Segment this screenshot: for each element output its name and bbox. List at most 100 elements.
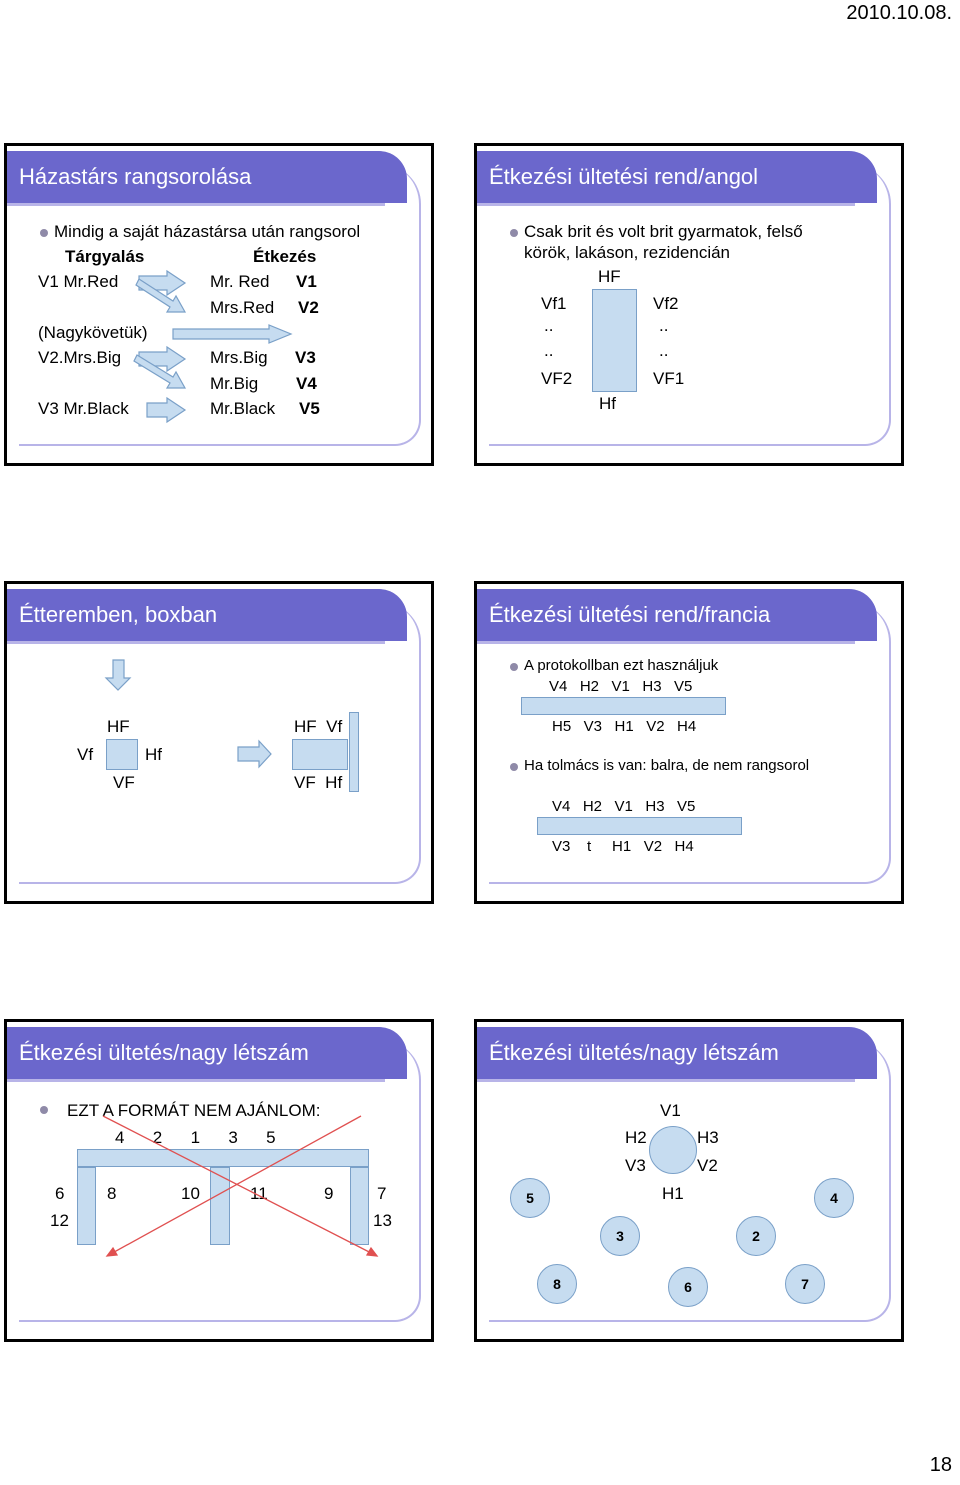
seat-vf-upper: VF <box>113 773 135 792</box>
bullet-text-line-1: Csak brit és volt brit gyarmatok, felső <box>524 222 803 241</box>
arrowhead-icon <box>365 1246 379 1257</box>
dots-right-2: .. <box>659 341 669 360</box>
slide-title: Étkezési ültetési rend/francia <box>489 602 771 627</box>
slide-nagy-letszam-2: Étkezési ültetés/nagy létszám V1 H2 H3 V… <box>474 1019 904 1342</box>
slide-francia: Étkezési ültetési rend/francia A protoko… <box>474 581 904 904</box>
left-row-4: V3 Mr.Black <box>38 399 129 418</box>
seat-9: 9 <box>324 1184 334 1203</box>
left-row-1: V1 Mr.Red <box>38 272 119 291</box>
table-long <box>592 289 637 392</box>
seat-hf-lower: Hf <box>599 394 616 413</box>
cross-out-svg <box>102 1115 379 1257</box>
title-band <box>477 589 877 641</box>
seat-v1: V1 <box>660 1101 681 1120</box>
title-band <box>7 1027 407 1079</box>
seat-vf: Vf <box>77 745 94 764</box>
bullet-text-1: A protokollban ezt használjuk <box>524 657 719 674</box>
bullet-text: Mindig a saját házastársa után rangsorol <box>54 222 361 241</box>
seat-7: 7 <box>377 1184 387 1203</box>
seats-hf-vf: HF Vf <box>294 717 343 736</box>
bullet-icon <box>40 229 48 237</box>
bullet-icon <box>510 663 518 671</box>
title-underline <box>477 1079 855 1082</box>
seat-hf: HF <box>107 717 130 736</box>
bullet-text: EZT A FORMÁT NEM AJÁNLOM: <box>67 1101 321 1120</box>
table-francia-1 <box>521 697 726 715</box>
bullet-icon <box>510 229 518 237</box>
arrow-icon <box>135 278 187 313</box>
title-underline <box>7 203 385 206</box>
right-row-3-rank: V3 <box>295 348 316 367</box>
title-underline <box>7 1079 385 1082</box>
head-table-seats: 4 2 1 3 5 <box>115 1128 276 1147</box>
round-table-main <box>649 1126 697 1174</box>
leg-table-right <box>350 1167 369 1245</box>
slide-hazastars: Házastárs rangsorolása Mindig a saját há… <box>4 143 434 466</box>
dots-right-1: .. <box>659 316 669 335</box>
table-francia-2 <box>537 817 742 835</box>
slide-title: Étkezési ültetés/nagy létszám <box>489 1040 779 1065</box>
box-wall-bar <box>349 712 359 792</box>
seat-row-4: V3 t H1 V2 H4 <box>552 838 694 855</box>
seat-vf2: Vf2 <box>653 294 679 313</box>
title-underline <box>477 641 855 644</box>
title-underline <box>7 641 385 644</box>
seat-h2: H2 <box>625 1128 647 1147</box>
title-band <box>477 151 877 203</box>
box-table-wide <box>292 739 348 770</box>
cross-line <box>106 1115 362 1257</box>
seats-vf-hf: VF Hf <box>294 773 343 792</box>
arrows-svg <box>133 269 293 424</box>
arrow-down-icon <box>104 659 132 691</box>
right-row-1: Mr. Red <box>210 272 270 291</box>
seat-v2: V2 <box>697 1156 718 1175</box>
right-row-2: Mrs.Red <box>210 298 275 317</box>
seat-hf-lower: Hf <box>145 745 162 764</box>
arrow-icon <box>172 324 293 344</box>
round-table-4: 4 <box>814 1178 854 1218</box>
left-row-2: (Nagykövetük) <box>38 323 148 342</box>
seat-row-2: H5 V3 H1 V2 H4 <box>552 718 697 735</box>
round-table-8: 8 <box>537 1264 577 1304</box>
seat-h3: H3 <box>697 1128 719 1147</box>
slide-title: Házastárs rangsorolása <box>19 164 252 189</box>
slide-frame-curve <box>19 1040 421 1322</box>
arrow-icon <box>133 354 187 389</box>
round-table-6: 6 <box>668 1267 708 1307</box>
left-row-3: V2.Mrs.Big <box>38 348 122 367</box>
col-label-etkezes: Étkezés <box>253 247 317 266</box>
title-band <box>7 589 407 641</box>
round-table-2: 2 <box>736 1216 776 1256</box>
right-row-3: Mrs.Big <box>210 348 268 367</box>
seat-vf1-upper: VF1 <box>653 369 685 388</box>
bullet-icon <box>40 1106 48 1114</box>
slide-frame-curve <box>19 602 421 884</box>
arrowhead-icon <box>105 1246 119 1257</box>
slide-boxban: Étteremben, boxban HF Vf Hf VF HF Vf VF … <box>4 581 434 904</box>
seat-h1: H1 <box>662 1184 684 1203</box>
right-row-1-rank: V1 <box>296 272 317 291</box>
slide-frame-curve <box>19 164 421 446</box>
bullet-text-line-2: körök, lakáson, rezidencián <box>524 243 731 262</box>
seat-vf2-upper: VF2 <box>541 369 573 388</box>
round-table-3: 3 <box>600 1216 640 1256</box>
seat-hf: HF <box>598 267 621 286</box>
seat-vf1: Vf1 <box>541 294 567 313</box>
bullet-text-2: Ha tolmács is van: balra, de nem rangsor… <box>524 757 810 774</box>
round-table-7: 7 <box>785 1264 825 1304</box>
dots-left-2: .. <box>544 341 554 360</box>
slide-title: Étkezési ültetés/nagy létszám <box>19 1040 309 1065</box>
leg-table-middle <box>210 1167 230 1245</box>
slide-frame-curve <box>489 602 891 884</box>
seat-row-3: V4 H2 V1 H3 V5 <box>552 798 696 815</box>
right-row-4: Mr.Big <box>210 374 259 393</box>
page-number: 18 <box>929 1454 952 1476</box>
right-row-2-rank: V2 <box>298 298 319 317</box>
slide-angol: Étkezési ültetési rend/angol Csak brit é… <box>474 143 904 466</box>
seat-13: 13 <box>373 1211 392 1230</box>
date-header: 2010.10.08. <box>846 2 952 24</box>
right-row-4-rank: V4 <box>296 374 317 393</box>
dots-left-1: .. <box>544 316 554 335</box>
slide-nagy-letszam-1: Étkezési ültetés/nagy létszám EZT A FORM… <box>4 1019 434 1342</box>
seat-v3: V3 <box>625 1156 646 1175</box>
